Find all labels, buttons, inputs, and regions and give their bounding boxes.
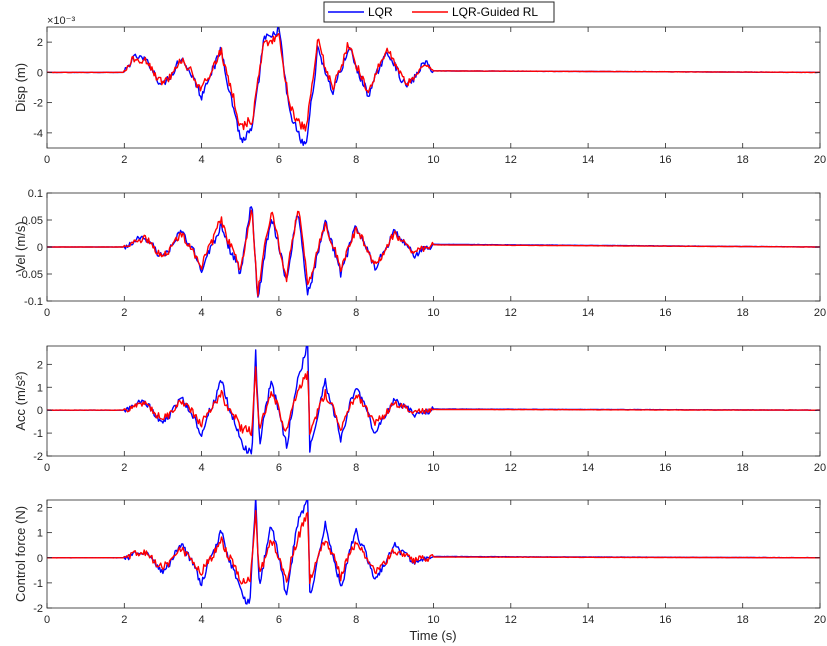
x-tick-label: 18 <box>737 154 749 166</box>
y-tick-label: -2 <box>33 603 43 615</box>
legend-label-rl: LQR-Guided RL <box>452 5 538 19</box>
y-exponent-label: ×10⁻³ <box>47 15 75 27</box>
x-tick-label: 6 <box>276 614 282 626</box>
x-tick-label: 14 <box>582 614 594 626</box>
y-tick-label: 0.05 <box>22 215 43 227</box>
y-axis-title: Control force (N) <box>13 506 28 602</box>
y-tick-label: 2 <box>37 37 43 49</box>
x-tick-label: 0 <box>44 614 50 626</box>
x-tick-label: 0 <box>44 462 50 474</box>
x-tick-label: 16 <box>659 154 671 166</box>
series-line-guided-rl <box>47 32 820 132</box>
subplot-2: 0 2 4 6 8 10 12 14 16 18 20 -0.1 -0.05 0 0.05 0.1 Vel (m… <box>13 188 826 319</box>
x-tick-label: 0 <box>44 307 50 319</box>
x-tick-label: 18 <box>737 307 749 319</box>
x-tick-label: 20 <box>814 154 826 166</box>
x-tick-label: 4 <box>199 614 205 626</box>
y-tick-label: 0 <box>37 242 43 254</box>
series-line-guided-rl <box>47 510 820 585</box>
legend-label-lqr: LQR <box>368 5 393 19</box>
x-tick-label: 14 <box>582 154 594 166</box>
x-tick-label: 10 <box>427 307 439 319</box>
x-tick-label: 20 <box>814 307 826 319</box>
x-tick-label: 12 <box>505 154 517 166</box>
x-tick-label: 14 <box>582 462 594 474</box>
x-tick-label: 12 <box>505 307 517 319</box>
y-tick-label: -1 <box>33 428 43 440</box>
axes-box <box>46 499 821 609</box>
x-tick-label: 8 <box>353 307 359 319</box>
y-tick-label: -1 <box>33 578 43 590</box>
series-group <box>47 500 820 605</box>
y-tick-label: -4 <box>33 128 43 140</box>
y-tick-label: 1 <box>37 528 43 540</box>
x-tick-label: 2 <box>121 307 127 319</box>
x-tick-label: 6 <box>276 307 282 319</box>
x-tick-label: 6 <box>276 154 282 166</box>
axes-box <box>46 192 821 302</box>
y-tick-label: -2 <box>33 98 43 110</box>
x-tick-label: 4 <box>199 154 205 166</box>
x-tick-label: 4 <box>199 307 205 319</box>
x-tick-label: 20 <box>814 462 826 474</box>
subplot-1: 0 2 4 6 8 10 12 14 16 18 20 -4 -2 0 2 ×10⁻³ Disp (m) <box>13 15 826 166</box>
x-axis-title: Time (s) <box>409 628 456 643</box>
x-tick-label: 4 <box>199 462 205 474</box>
y-axis-title: Vel (m/s) <box>13 221 28 272</box>
series-group <box>47 346 820 455</box>
axes-box <box>46 26 821 149</box>
legend: LQR LQR-Guided RL <box>323 1 555 23</box>
x-tick-label: 8 <box>353 614 359 626</box>
x-tick-label: 14 <box>582 307 594 319</box>
y-tick-label: 2 <box>37 503 43 515</box>
x-tick-label: 2 <box>121 614 127 626</box>
y-tick-label: 0 <box>37 553 43 565</box>
x-tick-label: 2 <box>121 462 127 474</box>
axes-box <box>46 345 821 457</box>
x-tick-label: 18 <box>737 614 749 626</box>
y-tick-label: 1 <box>37 382 43 394</box>
x-tick-label: 10 <box>427 462 439 474</box>
x-tick-label: 16 <box>659 614 671 626</box>
y-axis-title: Acc (m/s²) <box>13 371 28 430</box>
x-tick-label: 16 <box>659 462 671 474</box>
x-tick-label: 16 <box>659 307 671 319</box>
x-tick-label: 12 <box>505 462 517 474</box>
series-line-guided-rl <box>47 366 820 437</box>
series-group <box>47 27 820 147</box>
x-tick-label: 12 <box>505 614 517 626</box>
x-tick-label: 20 <box>814 614 826 626</box>
x-tick-label: 6 <box>276 462 282 474</box>
x-tick-label: 2 <box>121 154 127 166</box>
x-tick-label: 8 <box>353 154 359 166</box>
x-tick-label: 8 <box>353 462 359 474</box>
series-line-guided-rl <box>47 209 820 297</box>
y-tick-label: 0 <box>37 405 43 417</box>
y-tick-label: 0 <box>37 67 43 79</box>
y-tick-label: -0.05 <box>18 269 43 281</box>
series-group <box>47 206 820 298</box>
y-tick-label: 0.1 <box>28 188 43 200</box>
x-tick-label: 0 <box>44 154 50 166</box>
y-tick-label: -2 <box>33 451 43 463</box>
y-axis-title: Disp (m) <box>13 63 28 112</box>
y-tick-label: 2 <box>37 359 43 371</box>
x-tick-label: 18 <box>737 462 749 474</box>
x-tick-label: 10 <box>427 154 439 166</box>
x-tick-label: 10 <box>427 614 439 626</box>
y-tick-label: -0.1 <box>24 296 43 308</box>
